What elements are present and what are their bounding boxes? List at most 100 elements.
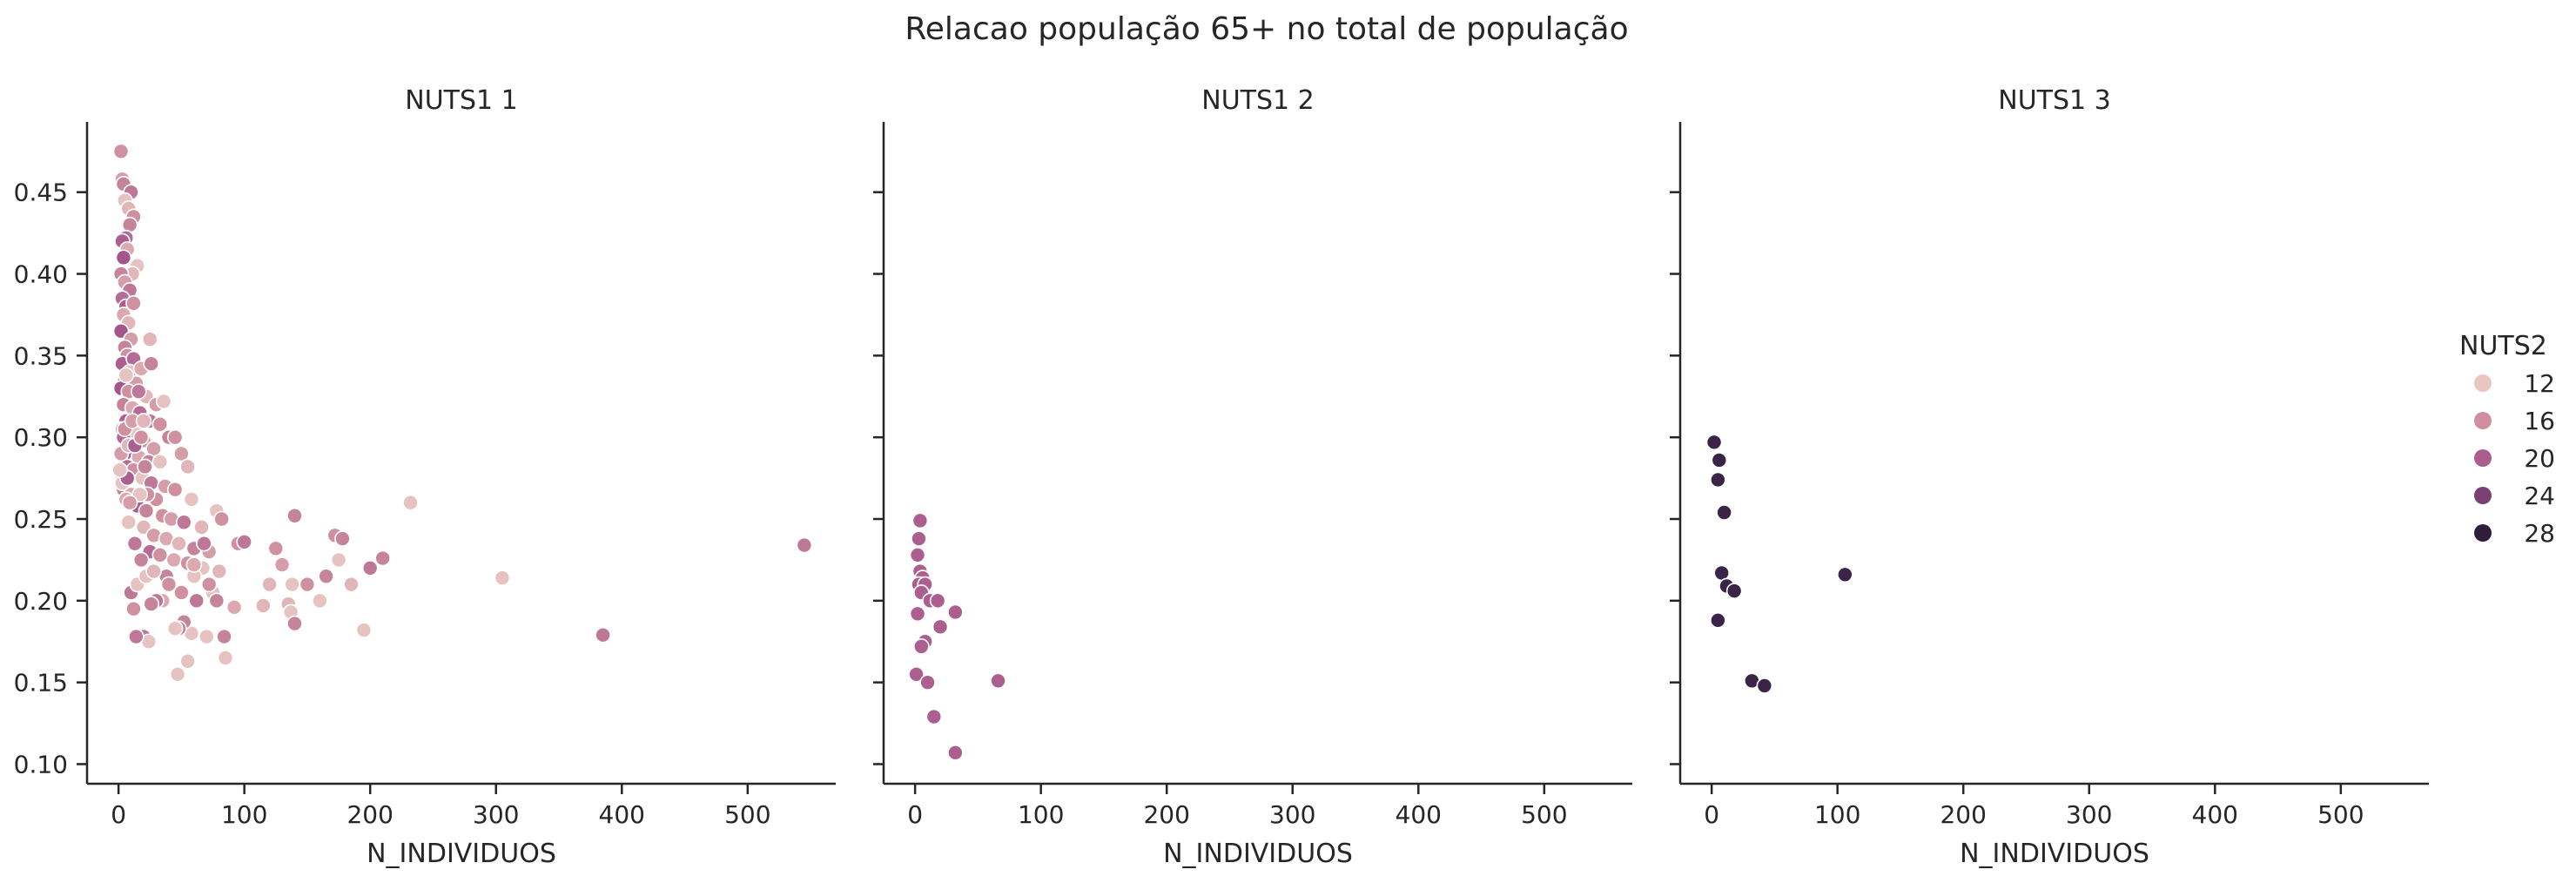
legend-label: 24	[2524, 482, 2555, 510]
scatter-point	[111, 462, 128, 479]
scatter-point	[1710, 471, 1726, 489]
scatter-point	[141, 331, 158, 347]
scatter-point	[216, 628, 232, 645]
scatter-point	[929, 592, 946, 610]
scatter-point	[908, 665, 925, 683]
scatter-point	[911, 530, 927, 547]
x-tick-label: 200	[346, 800, 393, 829]
scatter-point	[208, 592, 225, 610]
x-tick-label: 500	[2317, 800, 2364, 829]
scatter-point	[909, 546, 926, 563]
scatter-point	[286, 615, 303, 632]
scatter-point	[128, 628, 145, 645]
legend: NUTS2 12 16 20 24 28	[2459, 331, 2555, 548]
x-axis-label: N_INDIVIDUOS	[1960, 839, 2149, 869]
scatter-point	[299, 576, 316, 593]
scatter-point	[132, 551, 150, 569]
scatter-point	[286, 507, 303, 524]
facet-panel: NUTS1 2 0 100 200 300 400 500 N_INDIVIDUOS	[873, 85, 1632, 869]
scatter-point	[355, 622, 373, 638]
scatter-point	[1710, 612, 1726, 629]
x-tick-label: 100	[1814, 800, 1860, 829]
scatter-point	[143, 596, 160, 612]
scatter-point	[318, 568, 334, 584]
facet-title: NUTS1 1	[405, 85, 517, 116]
facet-title: NUTS1 3	[1998, 85, 2110, 116]
x-tick-label: 200	[1940, 800, 1986, 829]
scatter-point	[160, 576, 178, 593]
scatter-point	[200, 576, 218, 593]
scatter-point	[115, 249, 132, 266]
scatter-point	[145, 563, 162, 580]
scatter-point	[132, 428, 150, 446]
y-tick-label: 0.25	[14, 505, 68, 534]
legend-label: 12	[2524, 369, 2555, 398]
scatter-point	[171, 535, 187, 552]
x-tick-label: 300	[1269, 800, 1315, 829]
scatter-point	[1725, 583, 1743, 599]
scatter-point	[1837, 566, 1853, 583]
x-tick-label: 400	[1396, 800, 1442, 829]
scatter-point	[165, 551, 183, 569]
scatter-point	[225, 599, 243, 616]
scatter-point	[1711, 452, 1728, 468]
scatter-point	[138, 502, 155, 519]
x-tick-label: 100	[221, 800, 267, 829]
x-tick-label: 300	[2066, 800, 2112, 829]
x-tick-label: 0	[907, 800, 923, 829]
x-tick-label: 200	[1143, 800, 1189, 829]
scatter-point	[494, 570, 511, 586]
scatter-point	[173, 445, 190, 462]
scatter-point	[343, 576, 360, 593]
chart-title: Relacao população 65+ no total de popula…	[905, 11, 1628, 47]
scatter-point	[185, 556, 203, 573]
scatter-point	[121, 494, 138, 511]
x-tick-label: 0	[111, 800, 126, 829]
scatter-point	[932, 618, 949, 636]
scatter-point	[125, 294, 142, 312]
scatter-point	[126, 535, 144, 552]
scatter-point	[1756, 677, 1773, 694]
scatter-point	[169, 665, 186, 683]
scatter-point	[125, 600, 142, 617]
scatter-point	[211, 563, 228, 580]
scatter-point	[120, 514, 137, 531]
legend-marker	[2474, 374, 2492, 392]
scatter-point	[155, 393, 172, 410]
y-tick-label: 0.10	[14, 750, 68, 779]
x-tick-label: 400	[2192, 800, 2238, 829]
scatter-point	[193, 519, 210, 536]
scatter-point	[143, 355, 160, 373]
scatter-point	[267, 540, 285, 557]
scatter-point	[130, 383, 147, 400]
scatter-point	[361, 559, 379, 576]
scatter-point	[179, 652, 196, 670]
scatter-point	[196, 535, 212, 552]
legend-marker	[2474, 449, 2492, 467]
scatter-point	[990, 672, 1006, 690]
scatter-point	[947, 745, 964, 761]
scatter-point	[118, 367, 135, 384]
scatter-point	[334, 530, 351, 547]
scatter-point	[273, 556, 291, 573]
scatter-point	[925, 708, 943, 725]
scatter-point	[284, 576, 300, 593]
scatter-point	[151, 454, 169, 470]
scatter-point	[188, 592, 205, 610]
legend-marker	[2474, 412, 2492, 429]
x-tick-label: 100	[1018, 800, 1064, 829]
scatter-point	[198, 628, 215, 645]
facet-title: NUTS1 2	[1201, 85, 1314, 116]
legend-marker	[2474, 524, 2492, 542]
legend-title: NUTS2	[2459, 331, 2547, 361]
y-tick-label: 0.35	[14, 341, 68, 370]
legend-label: 20	[2524, 444, 2555, 473]
x-tick-label: 500	[1521, 800, 1567, 829]
scatter-point	[374, 549, 391, 567]
scatter-point	[213, 510, 230, 528]
scatter-point	[919, 674, 936, 691]
y-tick-label: 0.15	[14, 669, 68, 698]
scatter-point	[911, 512, 929, 529]
y-tick-label: 0.20	[14, 587, 68, 616]
